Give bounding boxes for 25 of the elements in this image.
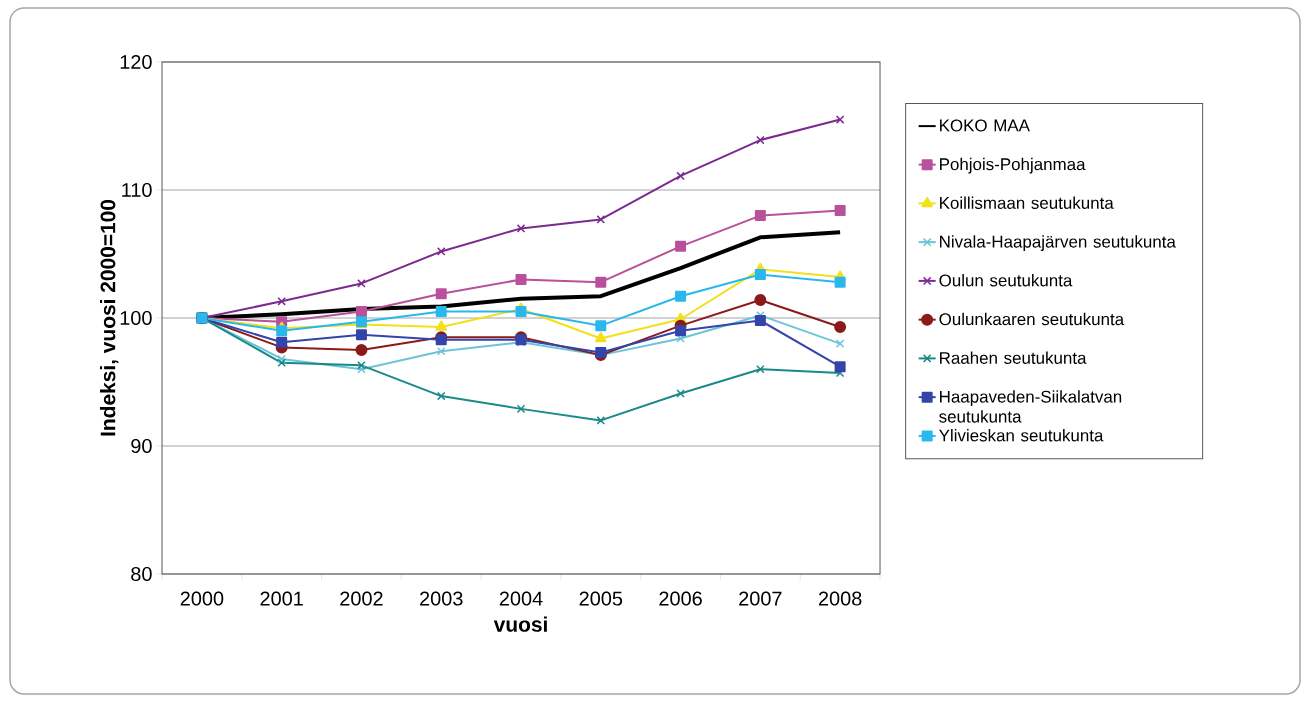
y-tick-label: 80 — [131, 566, 152, 582]
y-tick-label: 110 — [122, 182, 152, 198]
x-tick-label: 2003 — [420, 591, 463, 606]
x-tick-label: 2002 — [340, 591, 383, 606]
x-tick-label: 2008 — [818, 591, 862, 606]
legend-label: KOKO MAA — [940, 119, 1030, 132]
x-tick-label: 2004 — [499, 591, 543, 606]
x-tick-label: 2000 — [180, 591, 224, 606]
x-axis-title: vuosi — [493, 616, 547, 632]
x-tick-label: 2007 — [739, 591, 782, 606]
y-tick-label: 90 — [131, 438, 152, 454]
y-tick-label: 100 — [120, 310, 152, 326]
y-tick-label: 120 — [120, 54, 152, 70]
x-tick-label: 2005 — [579, 591, 623, 606]
legend-label: Oulun seutukunta — [939, 274, 1073, 287]
x-tick-label: 2006 — [659, 591, 702, 606]
legend-label: Ylivieskan seutukunta — [939, 429, 1104, 442]
legend-label: Raahen seutukunta — [940, 351, 1087, 364]
legend-label: Oulunkaaren seutukunta — [939, 312, 1125, 326]
legend-label: Nivala-Haapajärven seutukunta — [940, 235, 1176, 252]
x-tick-label: 2001 — [260, 591, 303, 606]
y-axis-title: Indeksi, vuosi 2000=100 — [100, 199, 119, 436]
legend-label: Koillismaan seutukunta — [940, 196, 1114, 209]
legend-label: Pohjois-Pohjanmaa — [940, 157, 1086, 174]
legend-label: Haapaveden-Siikalatvan seutukunta — [939, 390, 1122, 423]
